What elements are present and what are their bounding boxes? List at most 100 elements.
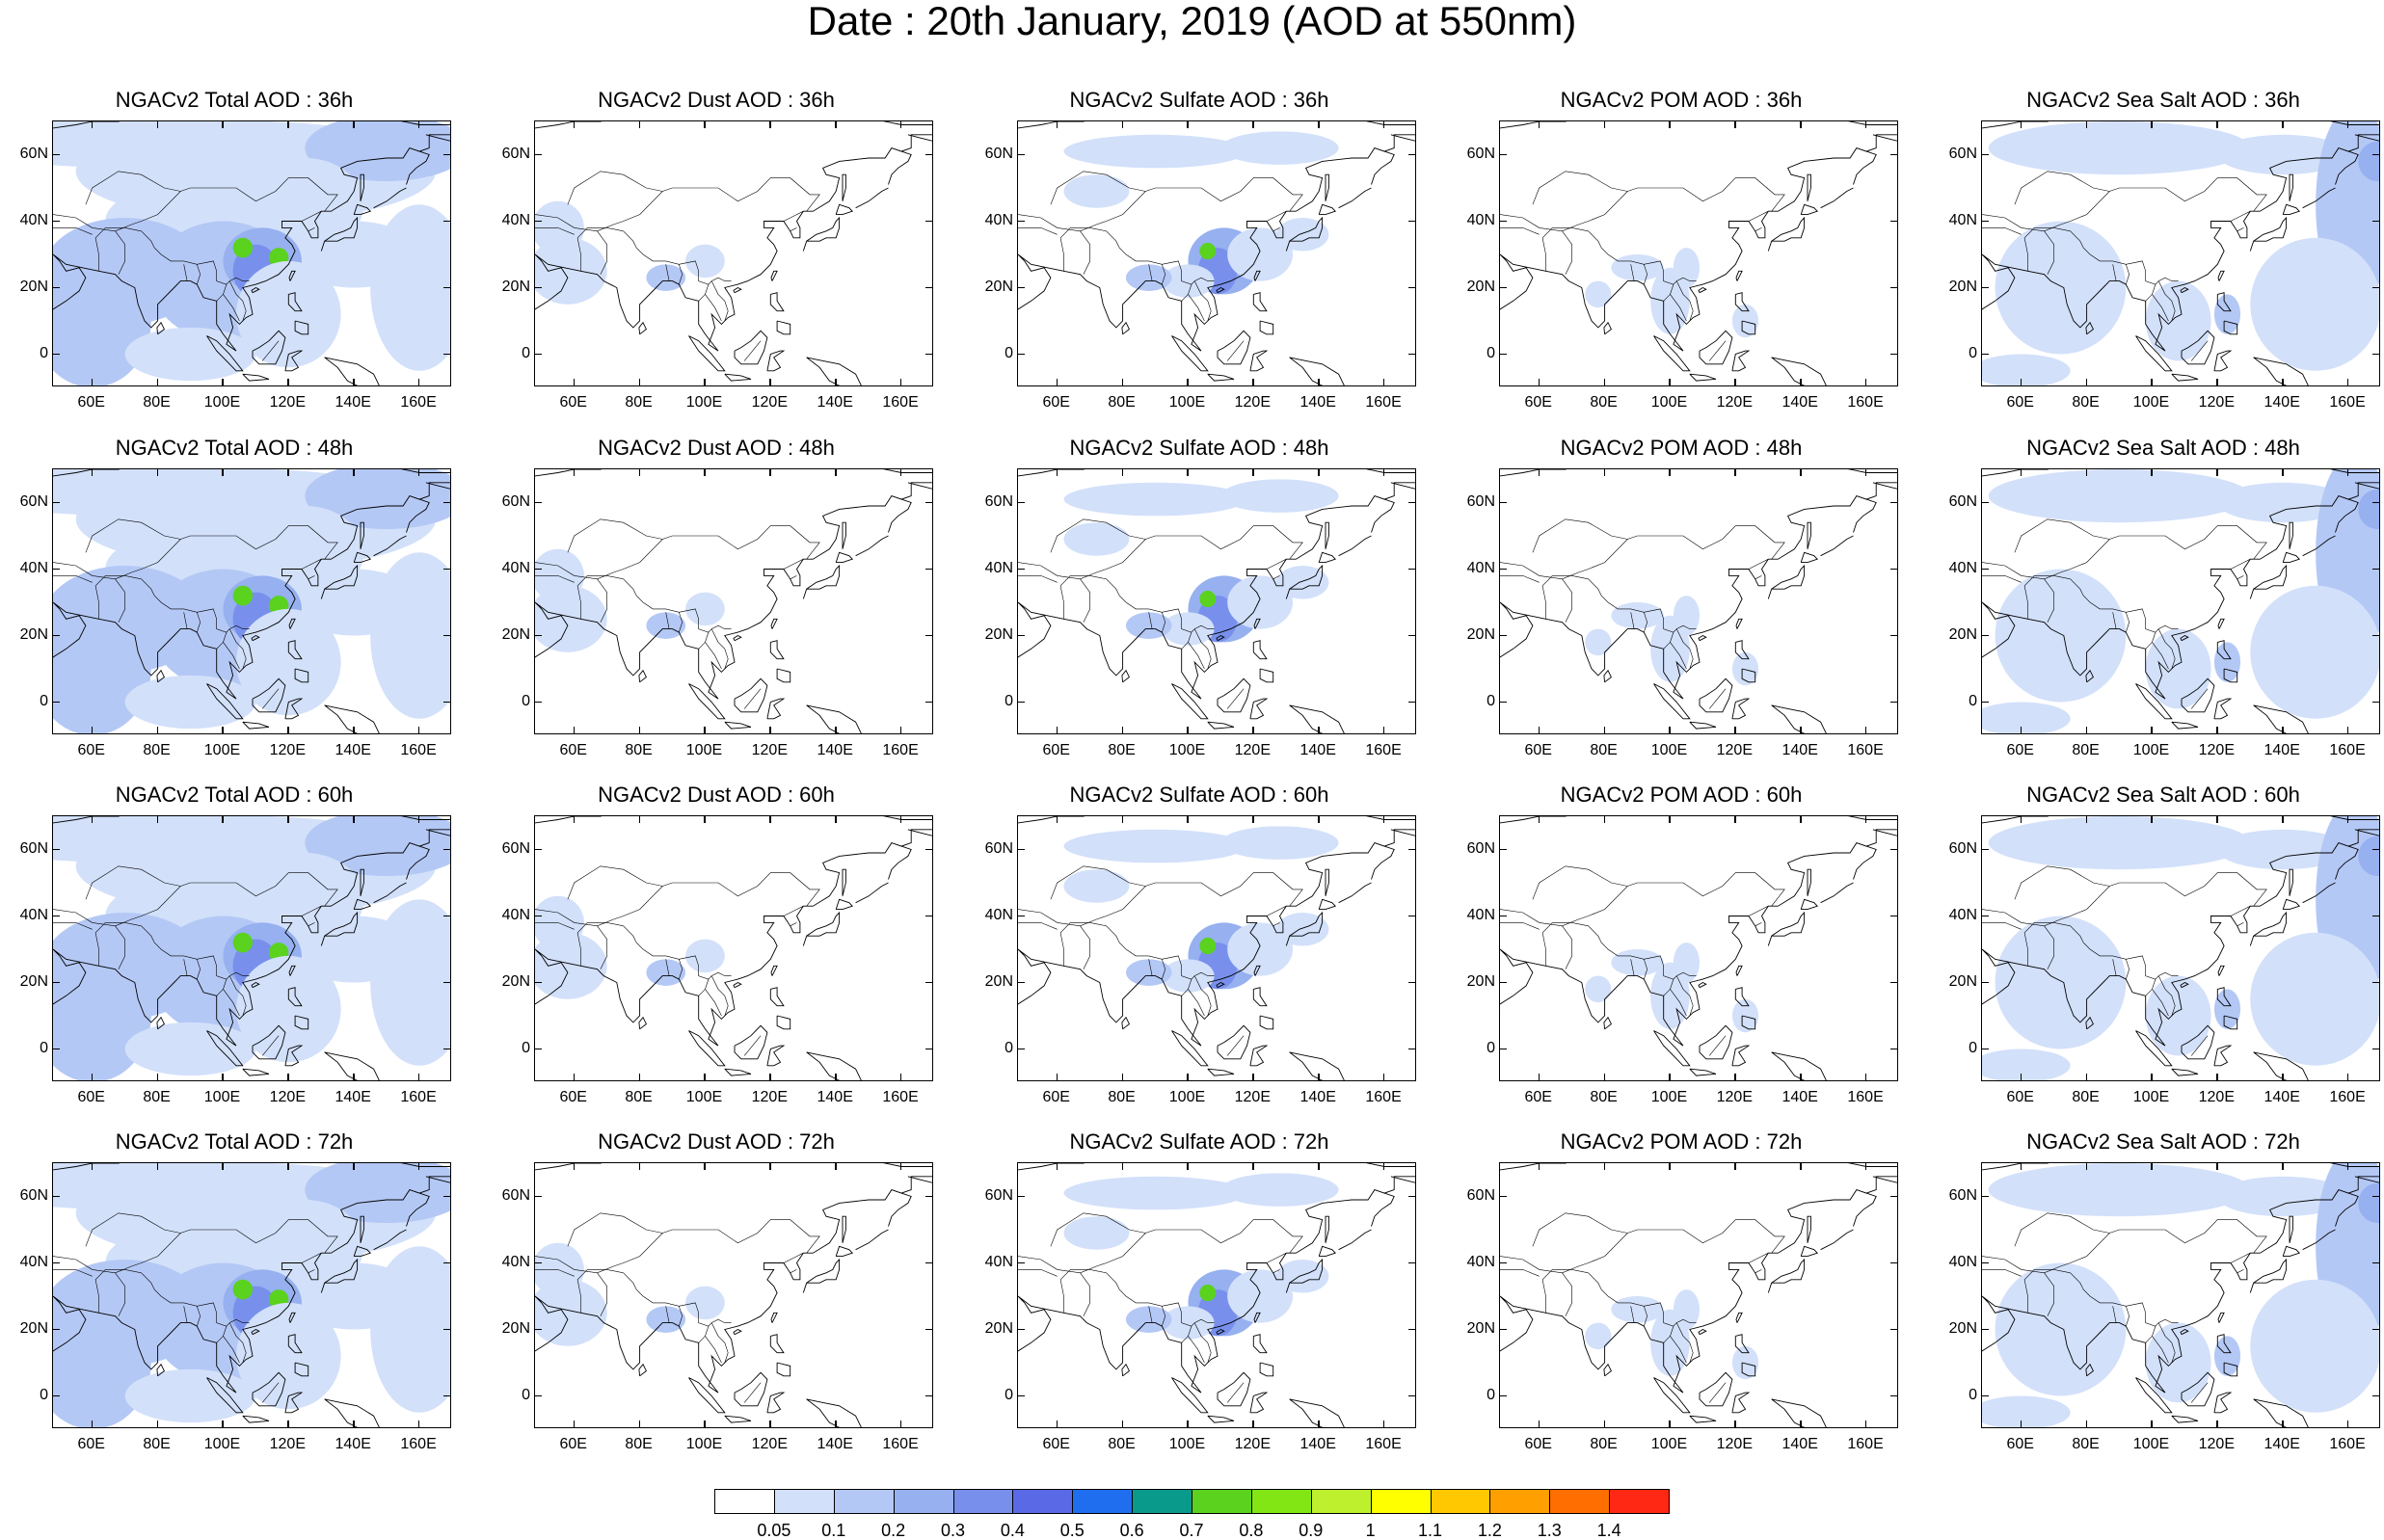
lat-tick <box>534 848 542 850</box>
aod-shading <box>1063 134 1247 169</box>
country-border <box>1059 1269 1107 1314</box>
country-border <box>1500 525 1785 580</box>
lon-tick <box>1538 727 1540 734</box>
coastline <box>288 618 296 629</box>
map-panel-sulfate: NGACv2 Sulfate AOD : 72h 60N 40N 20N 0 60E 80E… <box>973 1130 1426 1506</box>
coastline <box>1259 320 1274 335</box>
lon-tick <box>1383 727 1385 734</box>
country-border <box>223 1336 240 1364</box>
lat-tick <box>1017 1195 1025 1197</box>
lat-tick <box>2372 981 2380 983</box>
coastline <box>1853 845 1877 880</box>
aod-shading <box>1125 612 1172 639</box>
coastline <box>1731 698 1751 720</box>
lon-tick <box>1669 815 1671 823</box>
lon-tick <box>1865 1421 1867 1428</box>
lon-tick <box>1800 1074 1802 1081</box>
country-border <box>2044 925 2054 969</box>
lon-tick-label: 160E <box>2329 1436 2366 1452</box>
lon-tick-label: 60E <box>77 394 105 411</box>
lon-tick <box>638 120 640 128</box>
country-border <box>597 1272 607 1316</box>
coastline <box>206 1030 244 1067</box>
lon-tick <box>638 379 640 386</box>
coastline <box>320 564 359 599</box>
lon-tick-label: 100E <box>203 742 241 758</box>
coastline <box>1216 286 1225 294</box>
coastline <box>360 521 364 549</box>
country-border <box>1670 294 1687 322</box>
coastline <box>535 482 932 700</box>
aod-shading <box>2145 1322 2211 1403</box>
coastline <box>287 987 303 1007</box>
lon-tick <box>2151 1162 2153 1170</box>
coastline <box>2223 668 2238 683</box>
lat-tick <box>1017 568 1025 570</box>
lon-tick <box>1734 1421 1736 1428</box>
country-border <box>1755 227 1762 232</box>
lat-tick-label: 40N <box>1466 211 1495 228</box>
coastline <box>2135 1030 2173 1067</box>
lon-tick <box>1056 468 1058 476</box>
lon-tick <box>418 120 420 128</box>
lat-tick <box>1408 848 1416 850</box>
coastline <box>842 521 846 549</box>
map-area <box>52 1162 451 1428</box>
country-border <box>2190 688 2209 709</box>
lon-tick <box>769 468 771 476</box>
country-border <box>53 575 93 583</box>
coastline <box>251 286 260 294</box>
country-border <box>2044 230 2054 275</box>
lat-tick-label: 60N <box>1948 492 1977 510</box>
aod-shading <box>1995 569 2127 703</box>
lon-tick <box>2020 1162 2022 1170</box>
aod-shading <box>1227 922 1294 976</box>
coastline <box>53 1176 450 1394</box>
country-border <box>1059 922 1107 967</box>
coastline <box>1217 330 1251 365</box>
country-border <box>535 575 575 583</box>
coastline <box>425 1176 450 1183</box>
lat-tick-label: 60N <box>1948 839 1977 857</box>
map-panel-pom: NGACv2 POM AOD : 72h 60N 40N 20N 0 60E 80E 100E… <box>1455 1130 1908 1506</box>
lon-tick-label: 80E <box>1108 1089 1136 1105</box>
aod-shading <box>2145 975 2211 1056</box>
coastline <box>320 216 359 252</box>
coastline <box>252 330 286 365</box>
lon-tick <box>573 727 576 734</box>
lon-tick <box>2151 727 2153 734</box>
country-border <box>623 578 732 633</box>
lat-tick <box>52 1261 60 1263</box>
lat-tick <box>443 353 451 355</box>
country-border <box>301 1252 322 1263</box>
lon-tick <box>1865 1162 1867 1170</box>
country-border <box>1050 1212 1146 1247</box>
map-area <box>1017 468 1416 734</box>
lon-tick <box>1865 727 1867 734</box>
coastline <box>1285 1258 1324 1293</box>
panel-title: NGACv2 Sea Salt AOD : 60h <box>2026 783 2300 807</box>
lon-tick-label: 60E <box>77 742 105 758</box>
lon-tick <box>2085 815 2087 823</box>
lon-tick <box>769 379 771 386</box>
country-border <box>705 989 722 1017</box>
coastline <box>1018 482 1415 700</box>
lat-tick <box>443 220 451 222</box>
country-border <box>1748 210 1769 222</box>
lon-tick-label: 140E <box>2263 394 2300 411</box>
coastline <box>2217 618 2225 629</box>
lat-tick-label: 20N <box>1948 625 1977 643</box>
country-border <box>2023 1269 2071 1314</box>
coastline <box>1735 618 1743 629</box>
lon-tick-label: 80E <box>143 1436 171 1452</box>
lon-tick-label: 80E <box>625 742 653 758</box>
lon-tick <box>2020 120 2022 128</box>
aod-shading <box>370 204 450 371</box>
colorbar-swatch <box>1012 1489 1074 1514</box>
aod-shading <box>1673 596 1700 636</box>
coastline <box>688 335 726 372</box>
aod-shading <box>1995 1262 2127 1396</box>
lat-tick-label: 40N <box>1466 906 1495 923</box>
coastline <box>2180 981 2189 989</box>
aod-shading <box>646 959 686 986</box>
